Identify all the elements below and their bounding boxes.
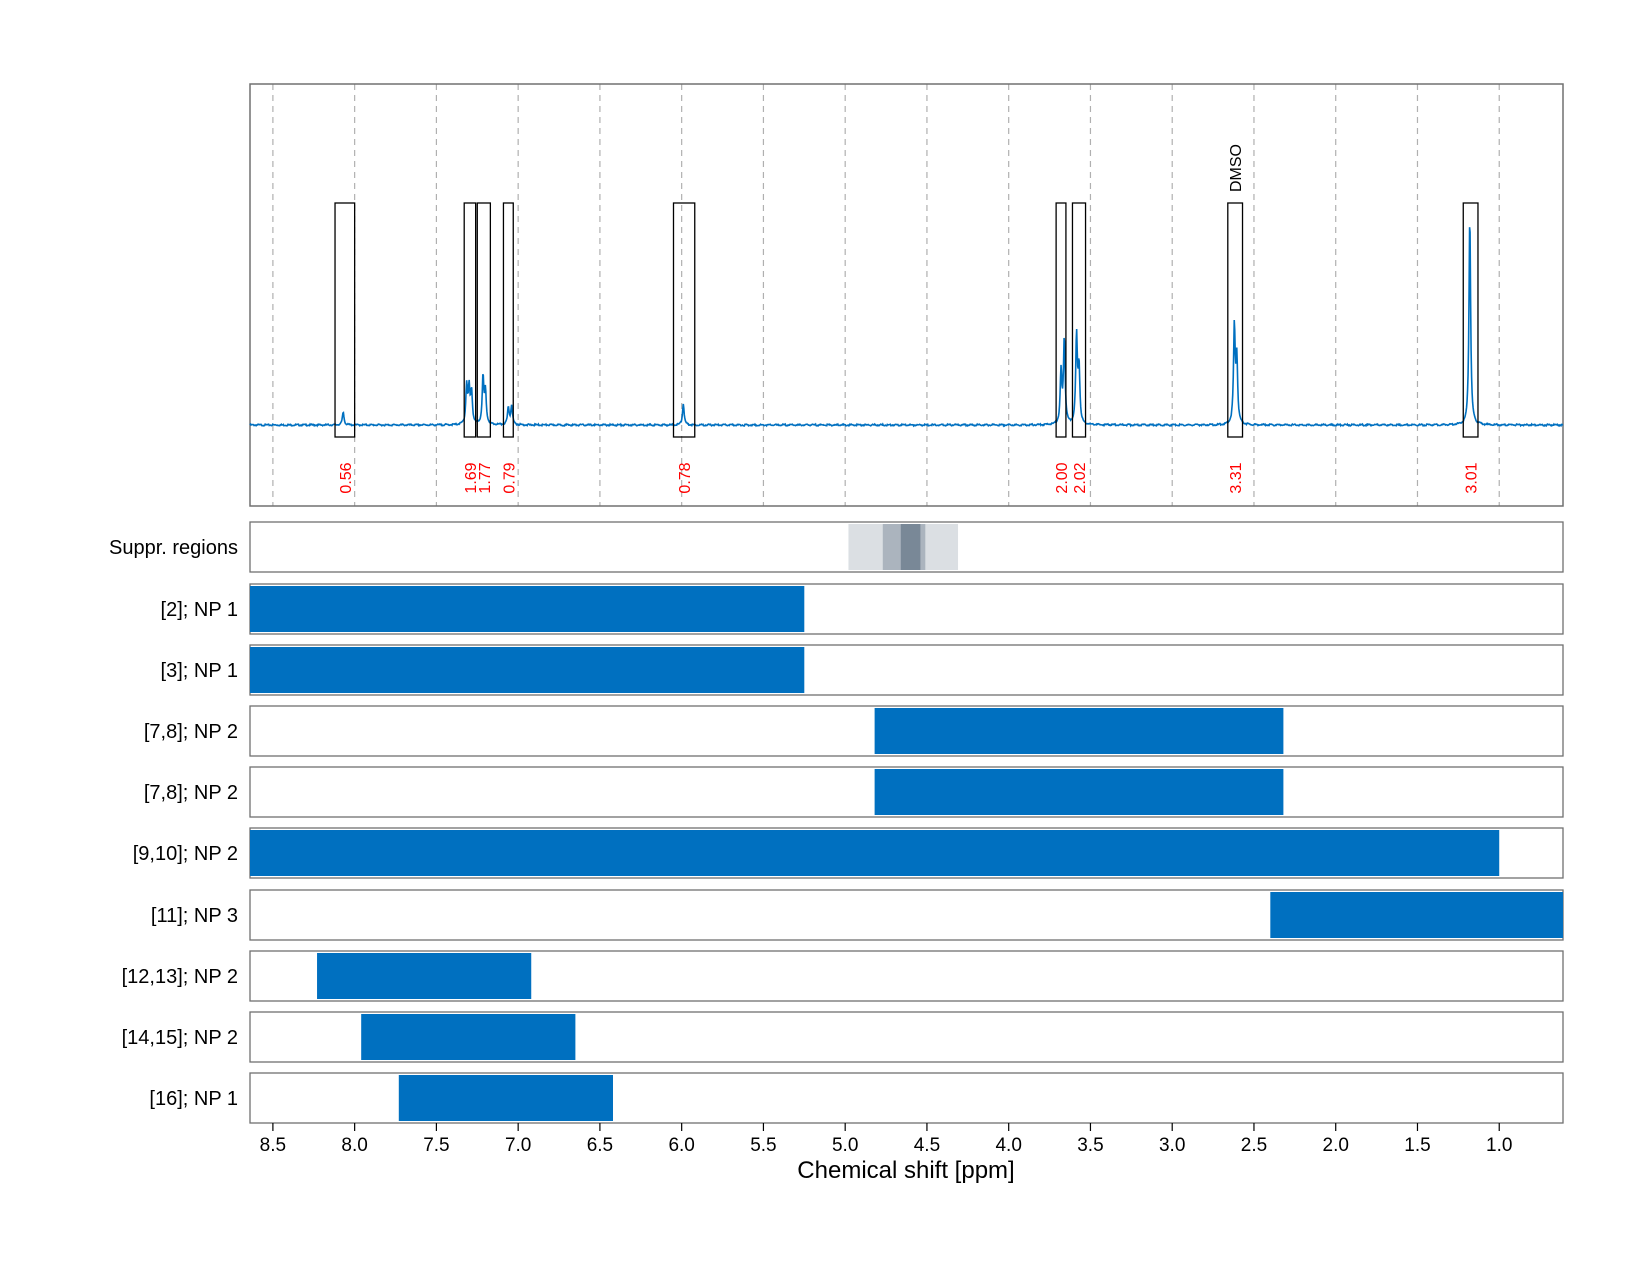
range-bar [874, 708, 1284, 754]
integration-region-box [672, 202, 696, 438]
integral-label: 1.69 [463, 462, 480, 493]
x-tick-label: 5.0 [832, 1135, 858, 1156]
track-label: Suppr. regions [109, 537, 238, 559]
track-label: [11]; NP 3 [151, 905, 238, 927]
integration-region-box [1055, 202, 1067, 438]
integral-label: 0.56 [338, 462, 355, 493]
integration-region-box [502, 202, 514, 438]
spectrum-panel: 0.56 1.691.77 0.79 0.78 2.00 2.02 3.31 3.01 DMSO [249, 83, 1564, 507]
integration-region-box [334, 202, 356, 438]
x-tick-label: 2.0 [1323, 1135, 1349, 1156]
track-label: [12,13]; NP 2 [122, 966, 238, 988]
track-row: [7,8]; NP 2 [144, 705, 1564, 757]
solvent-annotation: DMSO [1228, 144, 1245, 192]
x-tick-label: 7.0 [505, 1135, 531, 1156]
spectrum-frame [249, 83, 1564, 507]
x-tick-label: 1.0 [1486, 1135, 1512, 1156]
x-tick-label: 6.5 [587, 1135, 613, 1156]
track-label: [7,8]; NP 2 [144, 721, 238, 743]
track-row: [9,10]; NP 2 [133, 827, 1564, 879]
x-tick-label: 1.5 [1404, 1135, 1430, 1156]
integral-label: 0.79 [501, 462, 518, 493]
x-axis: 8.5 8.0 7.5 7.0 6.5 6.0 5.5 5.0 4.5 4.0 3.5 3.0 2.5 2… [260, 1123, 1512, 1156]
range-bar [398, 1075, 613, 1121]
range-bar [250, 830, 1500, 876]
x-tick-label: 3.5 [1077, 1135, 1103, 1156]
integration-region-box [1462, 202, 1479, 438]
range-bar [1270, 892, 1563, 938]
x-tick-label: 2.5 [1241, 1135, 1267, 1156]
track-label: [9,10]; NP 2 [133, 843, 238, 865]
track-row: [14,15]; NP 2 [122, 1011, 1564, 1063]
range-bar [361, 1014, 576, 1060]
integral-label: 3.31 [1228, 462, 1245, 493]
integral-label: 1.77 [477, 462, 494, 493]
integration-region-box [1071, 202, 1087, 438]
track-row: [16]; NP 1 [149, 1072, 1564, 1124]
track-label: [3]; NP 1 [161, 660, 238, 682]
x-tick-label: 5.5 [750, 1135, 776, 1156]
x-tick-label: 8.5 [260, 1135, 286, 1156]
x-tick-label: 8.0 [341, 1135, 367, 1156]
track-row: Suppr. regions [109, 521, 1564, 573]
track-label: [7,8]; NP 2 [144, 782, 238, 804]
range-bar [874, 769, 1284, 815]
integration-region-box [476, 202, 492, 438]
integral-label: 3.01 [1464, 462, 1481, 493]
range-bar [250, 647, 805, 693]
integral-label: 2.00 [1054, 462, 1071, 493]
spectrum-line [249, 227, 1564, 428]
track-row: [11]; NP 3 [151, 889, 1564, 941]
x-tick-label: 3.0 [1159, 1135, 1185, 1156]
suppression-region [900, 524, 921, 570]
integral-label: 0.78 [677, 462, 694, 493]
track-row: [3]; NP 1 [161, 644, 1564, 696]
track-row: [12,13]; NP 2 [122, 950, 1564, 1002]
grid-lines [272, 84, 1500, 506]
x-tick-label: 7.5 [423, 1135, 449, 1156]
integration-region-box [463, 202, 477, 438]
integration-region-box [1227, 202, 1244, 438]
track-label: [16]; NP 1 [149, 1088, 238, 1110]
track-row: [2]; NP 1 [161, 583, 1564, 635]
range-tracks: Suppr. regions [2]; NP 1 [3]; NP 1 [7,8]; N… [109, 521, 1564, 1124]
range-bar [250, 586, 805, 632]
track-row: [7,8]; NP 2 [144, 766, 1564, 818]
range-bar [317, 953, 532, 999]
x-axis-title: Chemical shift [ppm] [797, 1157, 1014, 1184]
x-tick-label: 4.0 [995, 1135, 1021, 1156]
track-label: [2]; NP 1 [161, 599, 238, 621]
x-tick-label: 4.5 [914, 1135, 940, 1156]
track-label: [14,15]; NP 2 [122, 1027, 238, 1049]
x-tick-label: 6.0 [668, 1135, 694, 1156]
integral-label: 2.02 [1072, 462, 1089, 493]
